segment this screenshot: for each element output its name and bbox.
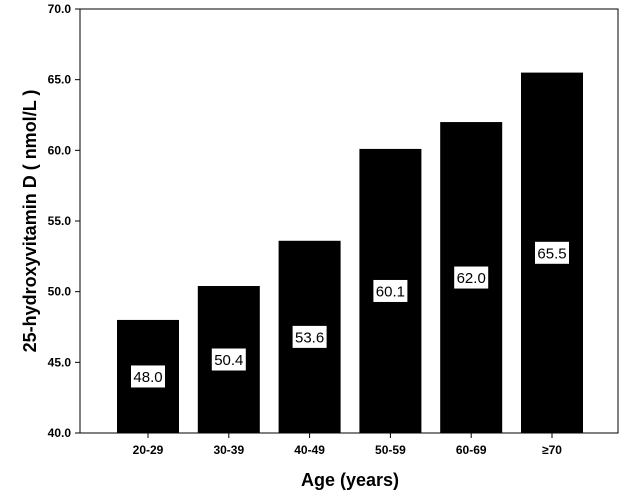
x-tick-label: 30-39 [213,443,244,457]
data-label-box [211,348,246,371]
data-label-box [131,365,165,388]
y-axis: 40.0 45.0 50.0 55.0 60.0 65.0 70.0 [48,2,80,440]
data-label: 60.1 [373,279,408,302]
data-label-box [454,266,489,289]
data-label: 62.0 [454,266,489,289]
y-tick-label: 65.0 [48,73,72,87]
x-tick-label: 20-29 [133,443,164,457]
y-tick-label: 40.0 [48,426,72,440]
data-label-text: 65.5 [537,245,566,262]
data-labels-group: 48.0 50.4 53.6 60.1 62.0 65.5 [131,241,569,388]
data-label-text: 48.0 [133,369,162,386]
data-label-text: 53.6 [295,329,324,346]
data-label-text: 60.1 [376,283,405,300]
x-tick-label: 60-69 [456,443,487,457]
y-tick-label: 45.0 [48,355,72,369]
x-tick-label: 50-59 [375,443,406,457]
data-label: 53.6 [292,325,327,348]
data-label: 50.4 [211,348,246,371]
y-axis-title: 25-hydroxyvitamin D ( nmol/L ) [20,90,40,353]
x-axis-title: Age (years) [301,470,399,490]
y-tick-label: 60.0 [48,143,72,157]
data-label: 65.5 [535,241,569,264]
x-tick-label: 40-49 [294,443,325,457]
y-tick-label: 55.0 [48,214,72,228]
data-label-text: 62.0 [457,270,486,287]
x-tick-label: ≥70 [542,443,562,457]
bars-group [117,72,583,434]
y-tick-label: 50.0 [48,285,72,299]
data-label-text: 50.4 [214,352,243,369]
y-tick-label: 70.0 [48,2,72,16]
x-axis: 20-29 30-39 40-49 50-59 60-69 ≥70 [133,433,562,457]
data-label-box [535,241,569,264]
data-label: 48.0 [131,365,165,388]
data-label-box [373,279,408,302]
data-label-box [292,325,327,348]
